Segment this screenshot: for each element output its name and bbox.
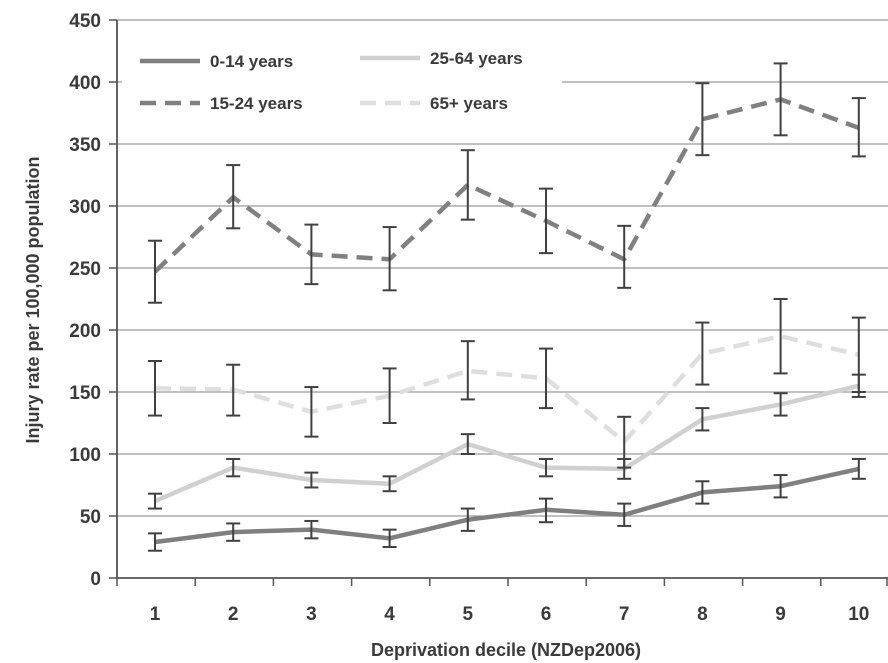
x-tick-label-2: 2	[228, 604, 239, 625]
series-lines	[153, 97, 860, 545]
y-tick-label-150: 150	[69, 383, 101, 404]
error-bar-s0-x2	[226, 522, 241, 542]
series-line-2	[154, 383, 860, 504]
x-tick-label-4: 4	[384, 604, 395, 625]
error-bar-s1-x8	[695, 82, 710, 157]
error-bar-s3-x10	[851, 316, 866, 393]
error-bar-s0-x7	[617, 502, 632, 527]
y-tick-label-50: 50	[80, 507, 101, 528]
error-bar-s3-x5	[460, 340, 475, 401]
y-axis-ticks: 0 50 100 150 200 250 300 350 400 450	[69, 11, 117, 590]
x-axis-label: Deprivation decile (NZDep2006)	[371, 640, 641, 660]
y-tick-label-250: 250	[69, 259, 101, 280]
y-tick-label-350: 350	[69, 135, 101, 156]
error-bar-s3-x6	[539, 347, 553, 410]
y-axis-label: Injury rate per 100,000 population	[23, 156, 43, 443]
x-tick-label-8: 8	[697, 604, 708, 625]
series-line-3	[154, 333, 860, 444]
y-tick-label-400: 400	[69, 73, 101, 94]
error-bar-s0-x3	[304, 519, 319, 540]
legend-label-3: 65+ years	[430, 94, 508, 113]
series-line-1	[153, 97, 860, 274]
legend: 0-14 years 15-24 years 25-64 years 65+ year…	[122, 36, 562, 122]
error-bar-s2-x9	[773, 392, 788, 417]
error-bar-s0-x4	[382, 528, 397, 548]
error-bar-s2-x2	[226, 457, 241, 478]
error-bar-s0-x5	[460, 507, 475, 532]
error-bar-s2-x5	[460, 433, 475, 455]
x-axis-ticks: 1 2 3 4 5 6 7 8 9 10	[116, 578, 888, 625]
error-bar-s0-x1	[148, 532, 162, 552]
error-bar-s2-x8	[695, 407, 710, 432]
x-tick-label-5: 5	[463, 604, 474, 625]
error-bars	[148, 62, 866, 552]
y-tick-label-200: 200	[69, 321, 101, 342]
error-bar-s3-x2	[226, 363, 241, 417]
series-line-0	[154, 466, 860, 545]
error-bar-s2-x4	[382, 475, 397, 493]
x-tick-label-10: 10	[848, 604, 869, 625]
error-bar-s2-x6	[539, 457, 553, 478]
error-bar-s3-x8	[695, 321, 710, 386]
error-bar-s0-x9	[773, 474, 788, 499]
x-tick-label-7: 7	[619, 604, 630, 625]
y-tick-label-300: 300	[69, 197, 101, 218]
error-bar-s0-x6	[539, 497, 553, 524]
error-bar-s3-x4	[382, 367, 397, 424]
legend-label-1: 15-24 years	[210, 94, 303, 113]
x-tick-label-3: 3	[306, 604, 317, 625]
error-bar-s1-x4	[382, 226, 397, 292]
error-bar-s1-x6	[539, 187, 553, 255]
error-bar-s2-x3	[304, 471, 319, 489]
error-bar-s3-x3	[304, 386, 319, 438]
error-bar-s3-x1	[148, 360, 162, 417]
axes	[116, 20, 888, 579]
legend-background	[122, 36, 562, 122]
error-bar-s0-x10	[851, 457, 866, 480]
error-bar-s1-x1	[148, 239, 162, 304]
legend-label-2: 25-64 years	[430, 49, 523, 68]
y-tick-label-100: 100	[69, 445, 101, 466]
error-bar-s1-x2	[226, 164, 241, 230]
error-bar-s1-x5	[460, 149, 475, 221]
error-bar-s3-x9	[773, 298, 788, 375]
error-bar-s1-x7	[617, 224, 632, 289]
y-tick-label-450: 450	[69, 11, 101, 32]
error-bar-s1-x9	[773, 62, 788, 137]
error-bar-s1-x3	[304, 223, 319, 286]
error-bar-s3-x7	[617, 415, 632, 469]
x-tick-label-1: 1	[150, 604, 161, 625]
error-bar-s0-x8	[695, 480, 710, 505]
y-tick-label-0: 0	[90, 569, 101, 590]
error-bar-s1-x10	[851, 97, 866, 158]
x-tick-label-9: 9	[775, 604, 786, 625]
error-bar-s2-x1	[148, 492, 162, 510]
x-tick-label-6: 6	[541, 604, 552, 625]
legend-label-0: 0-14 years	[210, 52, 293, 71]
